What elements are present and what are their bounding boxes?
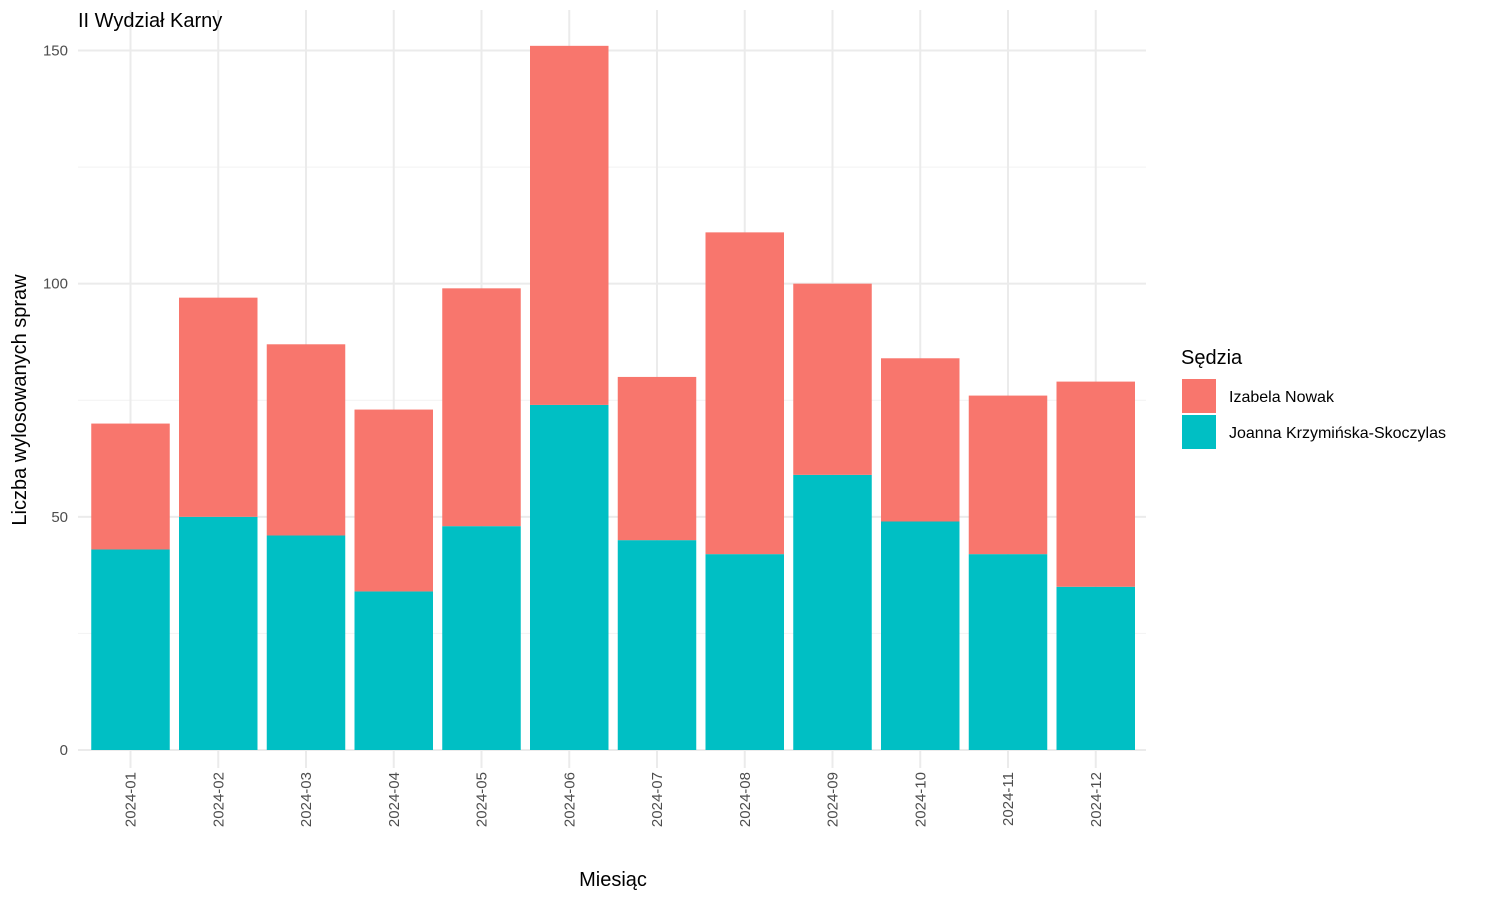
legend-key: [1182, 379, 1216, 413]
y-tick-label: 50: [51, 509, 68, 526]
chart-title: II Wydział Karny: [78, 10, 222, 32]
legend: Sędzia Izabela Nowak Joanna Krzymińska-Sk…: [1181, 347, 1446, 449]
legend-label: Izabela Nowak: [1229, 389, 1335, 406]
x-tick-label: 2024-11: [1000, 772, 1017, 826]
bar-segment: [179, 516, 258, 750]
bar-segment: [266, 344, 346, 536]
bar-segment: [881, 358, 960, 522]
bar-segment: [705, 232, 784, 555]
bar-segment: [91, 549, 170, 750]
x-tick-label: 2024-04: [386, 772, 403, 827]
x-tick-label: 2024-10: [912, 772, 929, 827]
x-tick-label: 2024-07: [649, 772, 666, 827]
legend-label: Joanna Krzymińska-Skoczylas: [1229, 425, 1446, 442]
y-tick-label: 0: [60, 742, 68, 759]
bar-segment: [793, 283, 872, 475]
bar-segment: [793, 474, 872, 750]
x-axis: 2024-01 2024-02 2024-03 2024-04 2024-05 2024-…: [123, 772, 1105, 827]
bar-segment: [179, 297, 258, 517]
bar-segment: [91, 423, 170, 550]
bar-segment: [1056, 586, 1135, 750]
bar-segment: [266, 535, 346, 750]
legend-title: Sędzia: [1181, 347, 1243, 369]
x-axis-title: Miesiąc: [579, 869, 647, 891]
bar-segment: [968, 395, 1048, 555]
y-tick-label: 150: [43, 43, 68, 60]
x-tick-label: 2024-01: [123, 772, 140, 827]
bar-segment: [617, 540, 697, 750]
bar-segment: [354, 591, 433, 750]
bar-segment: [442, 288, 521, 527]
bar-segment: [530, 404, 609, 750]
bar-segment: [881, 521, 960, 750]
y-axis: 0 50 100 150: [43, 43, 68, 760]
x-tick-label: 2024-09: [825, 772, 842, 827]
bar-segment: [1056, 381, 1135, 587]
x-tick-label: 2024-05: [474, 772, 491, 827]
x-tick-label: 2024-02: [210, 772, 227, 827]
y-axis-title: Liczba wylosowanych spraw: [9, 274, 31, 526]
x-tick-label: 2024-08: [737, 772, 754, 827]
y-tick-label: 100: [43, 276, 68, 293]
legend-key: [1182, 415, 1216, 449]
bar-segment: [530, 45, 609, 405]
bar-segment: [968, 554, 1048, 750]
bar-segment: [442, 526, 521, 750]
bar-segment: [354, 409, 433, 592]
bars: [91, 45, 1135, 750]
x-tick-label: 2024-06: [561, 772, 578, 827]
x-tick-label: 2024-12: [1088, 772, 1105, 827]
bar-segment: [705, 554, 784, 750]
x-tick-label: 2024-03: [298, 772, 315, 827]
bar-segment: [617, 376, 697, 541]
